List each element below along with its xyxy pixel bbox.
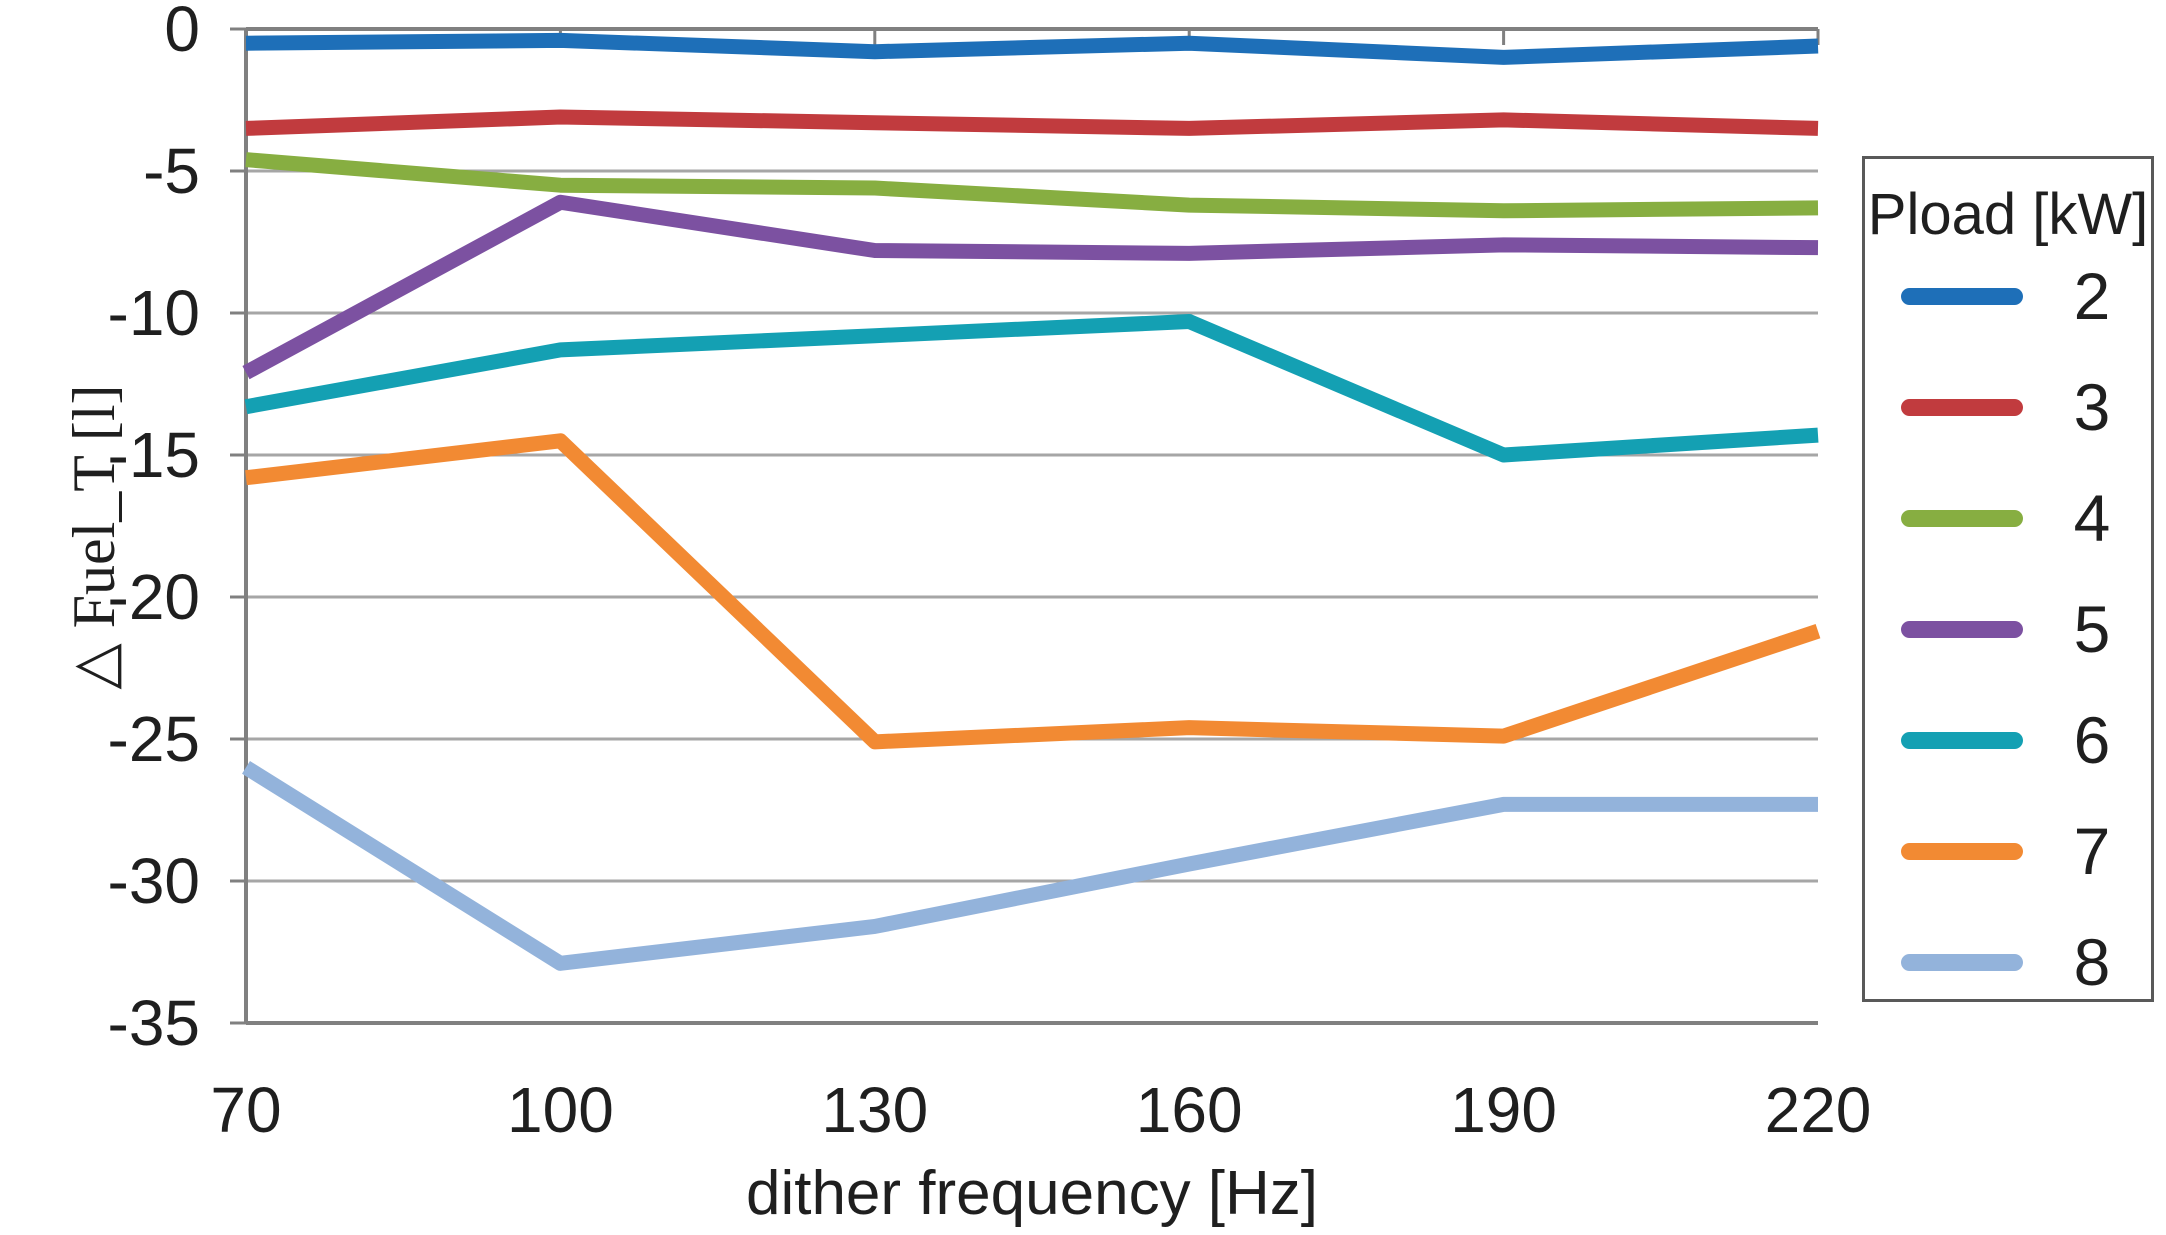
legend-label-6: 6 [2073,703,2111,777]
y-tick-label--10: -10 [107,277,201,349]
legend-label-8: 8 [2073,925,2111,999]
legend-swatch-7 [1901,843,2023,860]
x-tick-label-130: 130 [821,1074,929,1146]
legend-label-5: 5 [2073,592,2111,666]
x-tick-label-190: 190 [1450,1074,1557,1146]
legend-item-4: 4 [1865,483,2151,553]
legend-label-7: 7 [2073,814,2111,888]
legend-label-3: 3 [2073,370,2111,444]
legend-item-2: 2 [1865,261,2151,331]
x-tick-label-220: 220 [1764,1074,1872,1146]
legend-item-6: 6 [1865,705,2151,775]
y-tick-label--35: -35 [107,987,201,1059]
legend-label-2: 2 [2073,259,2111,333]
y-tick-label--30: -30 [107,845,201,917]
y-tick-label--25: -25 [107,703,201,775]
legend-box: Pload [kW] 2 3 4 5 6 7 8 [1862,156,2154,1002]
legend-label-4: 4 [2073,481,2111,555]
series-line-7 [245,433,1821,750]
legend-swatch-2 [1901,288,2023,305]
series-line-2 [245,32,1819,65]
y-tick-label-0: 0 [164,0,200,65]
y-tick-label--5: -5 [143,135,200,207]
y-tick-label--15: -15 [107,419,201,491]
series-line-6 [244,314,1819,463]
legend-item-7: 7 [1865,816,2151,886]
x-tick-label-160: 160 [1135,1074,1243,1146]
legend-item-3: 3 [1865,372,2151,442]
series-line-4 [245,152,1819,219]
legend-item-5: 5 [1865,594,2151,664]
x-tick-label-100: 100 [507,1074,614,1146]
x-axis-title: dither frequency [Hz] [745,1159,1319,1228]
y-axis-title: △ Fuel_T [l] [61,384,127,690]
legend-item-8: 8 [1865,927,2151,997]
series-line-5 [242,194,1819,380]
legend-title: Pload [kW] [1867,182,2149,247]
legend-swatch-6 [1901,732,2023,749]
legend-swatch-5 [1901,621,2023,638]
series-line-3 [245,109,1819,136]
y-tick-label--20: -20 [107,561,201,633]
x-tick-label-70: 70 [210,1074,282,1146]
legend-swatch-4 [1901,510,2023,527]
legend-swatch-8 [1901,954,2023,971]
legend-swatch-3 [1901,399,2023,416]
series-line-8 [242,761,1818,971]
